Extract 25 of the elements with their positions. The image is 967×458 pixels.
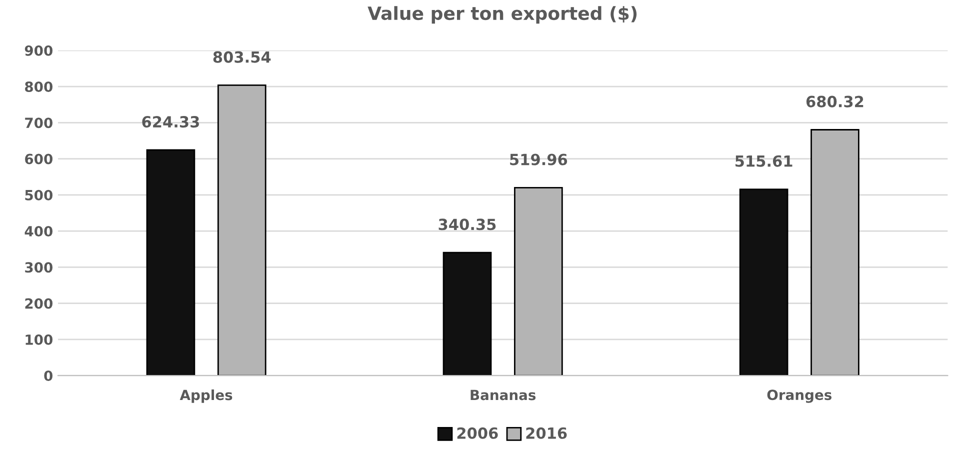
y-tick-label: 600 xyxy=(25,154,52,164)
y-tick-label: 200 xyxy=(25,298,52,309)
legend-label: 2006 xyxy=(457,427,498,439)
x-tick-label: Apples xyxy=(180,389,232,403)
data-label: 340.35 xyxy=(438,218,496,230)
y-tick-label: 100 xyxy=(26,334,52,345)
y-tick-label: 900 xyxy=(24,45,52,56)
bar xyxy=(146,149,196,376)
x-tick-label: Bananas xyxy=(470,390,536,400)
y-tick-label: 0 xyxy=(44,370,52,382)
data-label: 519.96 xyxy=(510,154,568,166)
data-label: 803.54 xyxy=(213,51,271,63)
y-tick-label: 400 xyxy=(24,226,52,237)
chart-title: Value per ton exported ($) xyxy=(368,6,637,24)
bar xyxy=(442,252,492,376)
y-tick-label: 700 xyxy=(25,118,52,128)
data-label: 515.61 xyxy=(736,155,792,167)
bar xyxy=(739,188,788,376)
y-tick-label: 800 xyxy=(25,81,52,92)
y-tick-label: 500 xyxy=(25,190,52,200)
data-label: 680.32 xyxy=(806,96,864,108)
data-label: 624.33 xyxy=(142,116,199,128)
x-tick-label: Oranges xyxy=(767,390,832,403)
legend-label: 2016 xyxy=(526,427,567,439)
y-tick-label: 300 xyxy=(25,262,52,273)
